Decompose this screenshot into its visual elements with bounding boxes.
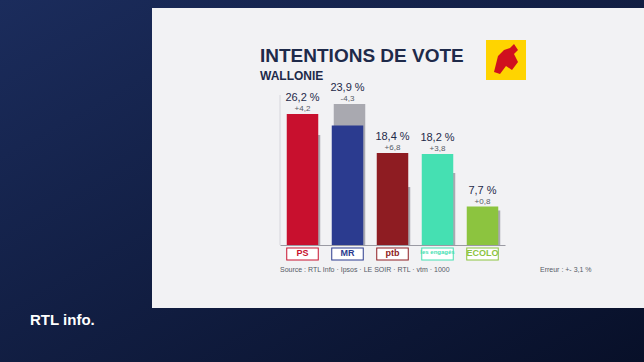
- x-tick: ptb: [377, 245, 409, 260]
- value-label: 26,2 %: [285, 91, 319, 103]
- subtitle: WALLONIE: [260, 69, 323, 83]
- change-label: +6,8: [385, 143, 401, 152]
- change-label: +0,8: [475, 197, 491, 206]
- bars: [287, 104, 501, 245]
- bar: [467, 207, 499, 246]
- party-badge: [467, 248, 499, 260]
- panel: [152, 8, 644, 308]
- x-tick: les engagés: [420, 245, 455, 260]
- x-tick-label: MR: [341, 248, 355, 258]
- brand: RTL info.: [30, 311, 95, 328]
- x-axis: PS MR ptb les engagés ECOLO: [281, 245, 506, 260]
- background: [0, 0, 644, 362]
- scene: INTENTIONS DE VOTE WALLONIE 26,2 %+4,2 23,9…: [0, 0, 644, 362]
- bar: [422, 154, 454, 245]
- flag-icon: [486, 40, 526, 80]
- value-label: 18,4 %: [375, 130, 409, 142]
- y-axis-line: [280, 95, 281, 245]
- data-labels: 26,2 %+4,2 23,9 %-4,3 18,4 %+6,8 18,2 %+3,8…: [285, 81, 496, 206]
- bar: [332, 126, 364, 246]
- title: INTENTIONS DE VOTE: [260, 45, 464, 66]
- bar: [287, 114, 319, 245]
- x-tick-label: ptb: [386, 248, 400, 258]
- change-label: +4,2: [295, 104, 311, 113]
- source: Source : RTL Info · Ipsos · LE SOIR · RT…: [280, 266, 450, 274]
- flag-rooster: [494, 44, 518, 74]
- bar: [377, 153, 409, 245]
- value-label: 7,7 %: [468, 184, 496, 196]
- value-label: 18,2 %: [420, 131, 454, 143]
- party-badge: [332, 248, 364, 260]
- x-tick: PS: [287, 245, 319, 260]
- party-badge: [377, 248, 409, 260]
- x-tick-label: les engagés: [420, 249, 455, 255]
- party-badge: [287, 248, 319, 260]
- change-label: -4,3: [341, 94, 355, 103]
- value-label: 23,9 %: [330, 81, 364, 93]
- x-axis-line: [281, 245, 506, 246]
- x-tick: ECOLO: [466, 245, 498, 260]
- x-tick: MR: [332, 245, 364, 260]
- flag-bg: [486, 40, 526, 80]
- error-note: Erreur : +- 3,1 %: [540, 266, 592, 273]
- x-tick-label: PS: [296, 248, 308, 258]
- change-label: +3,8: [430, 144, 446, 153]
- x-tick-label: ECOLO: [466, 248, 498, 258]
